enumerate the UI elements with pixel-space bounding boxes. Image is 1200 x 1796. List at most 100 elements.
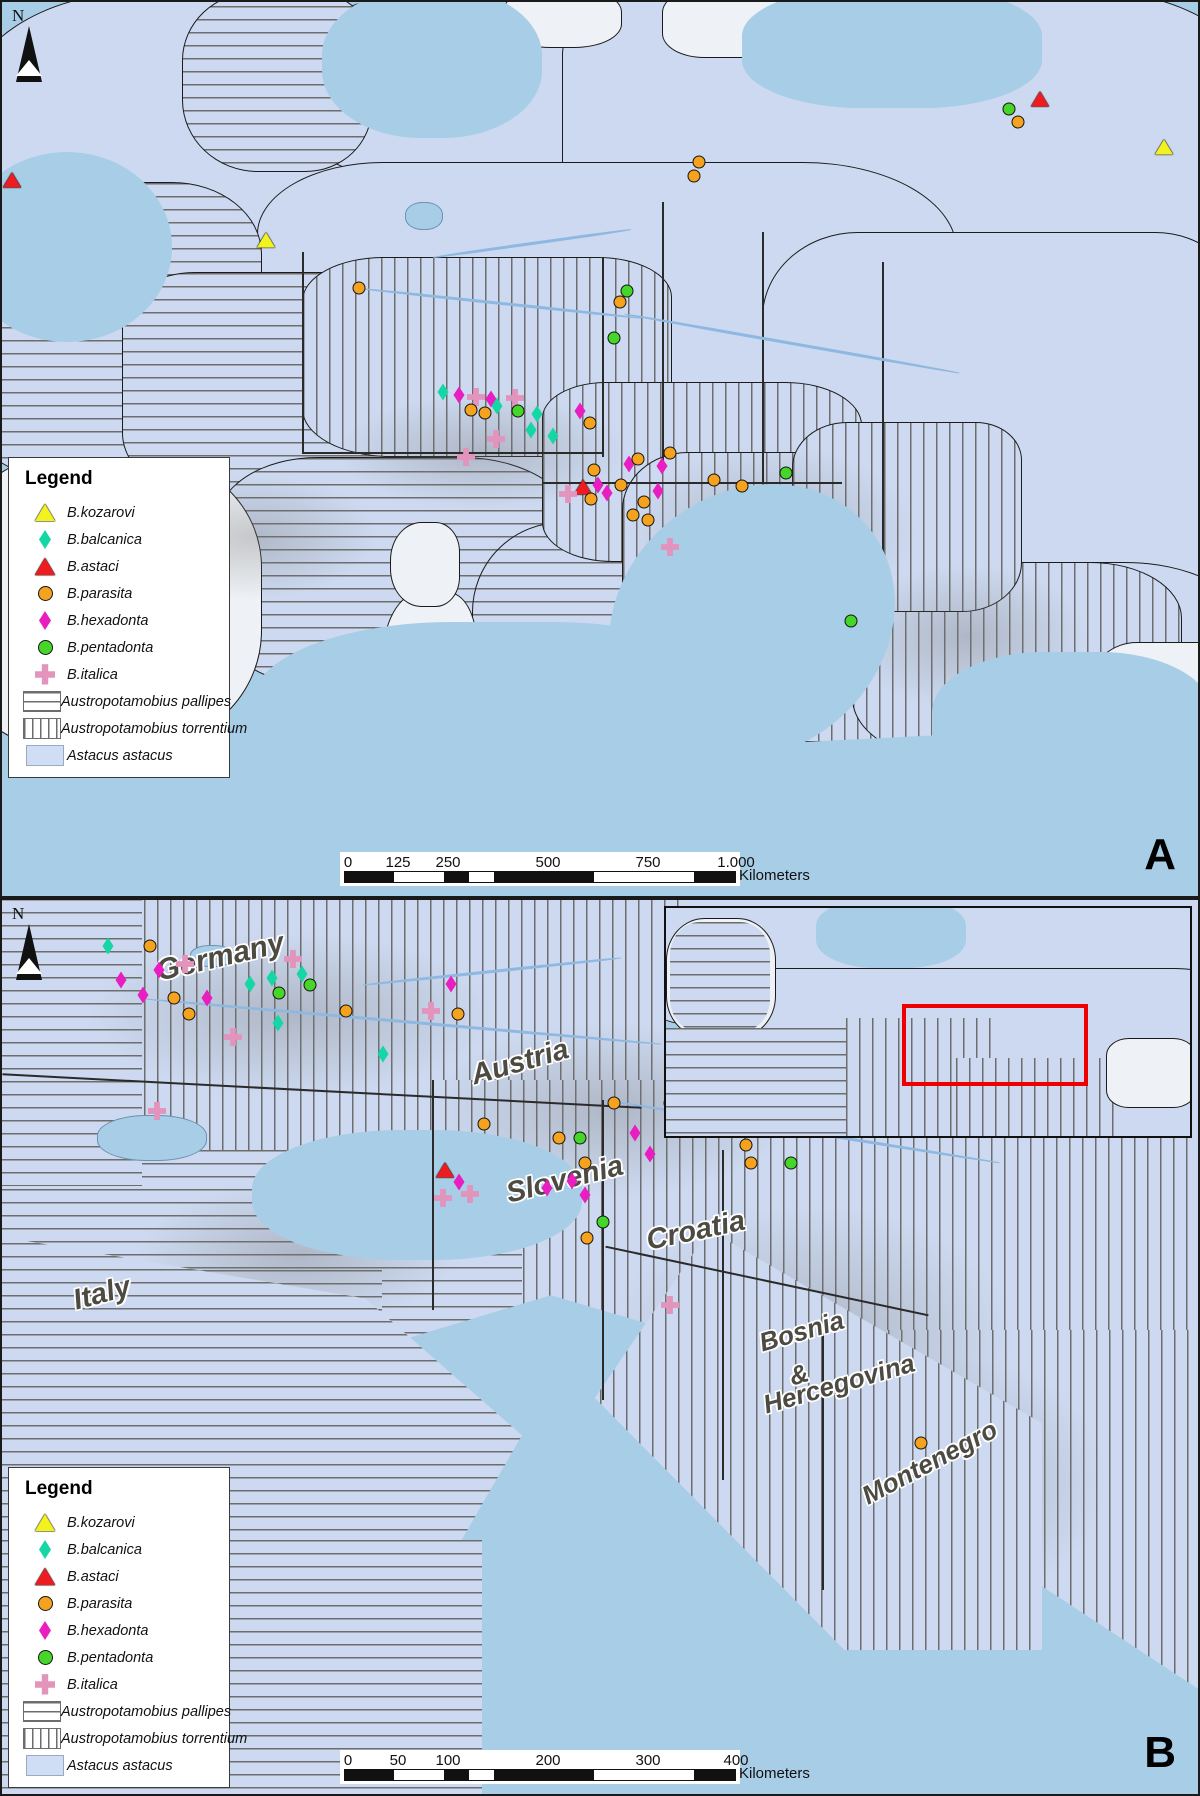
point-b-parasita[interactable] [451, 1007, 465, 1021]
point-b-hexadonta[interactable] [652, 482, 664, 500]
point-b-parasita[interactable] [552, 1131, 566, 1145]
point-b-hexadonta[interactable] [485, 390, 497, 408]
sea-tyrrhenian [252, 622, 752, 822]
point-b-parasita[interactable] [687, 169, 701, 183]
point-b-parasita[interactable] [580, 1231, 594, 1245]
legend-row-species[interactable]: B.astaci [9, 553, 229, 580]
point-b-pentadonta[interactable] [596, 1215, 610, 1229]
point-b-parasita[interactable] [478, 406, 492, 420]
point-b-balcanica[interactable] [525, 421, 537, 439]
point-b-hexadonta[interactable] [566, 1172, 578, 1190]
point-b-parasita[interactable] [631, 452, 645, 466]
point-b-balcanica[interactable] [296, 965, 308, 983]
point-b-hexadonta[interactable] [579, 1186, 591, 1204]
point-b-parasita[interactable] [744, 1156, 758, 1170]
point-b-parasita[interactable] [707, 473, 721, 487]
legend-row-species[interactable]: B.pentadonta [9, 634, 229, 661]
point-b-pentadonta[interactable] [784, 1156, 798, 1170]
point-b-hexadonta[interactable] [601, 484, 613, 502]
point-b-balcanica[interactable] [547, 427, 559, 445]
point-b-balcanica[interactable] [377, 1045, 389, 1063]
point-b-balcanica[interactable] [272, 1014, 284, 1032]
point-b-balcanica[interactable] [266, 969, 278, 987]
point-b-kozarovi[interactable] [257, 232, 275, 248]
point-b-hexadonta[interactable] [453, 386, 465, 404]
point-b-hexadonta[interactable] [574, 402, 586, 420]
point-b-parasita[interactable] [587, 463, 601, 477]
point-b-parasita[interactable] [167, 991, 181, 1005]
point-b-parasita[interactable] [626, 508, 640, 522]
point-b-balcanica[interactable] [491, 397, 503, 415]
legend-row-species[interactable]: B.italica [9, 1671, 229, 1698]
point-b-parasita[interactable] [739, 1138, 753, 1152]
point-b-parasita[interactable] [339, 1004, 353, 1018]
point-b-astaci[interactable] [436, 1162, 454, 1178]
point-b-hexadonta[interactable] [541, 1179, 553, 1197]
point-b-parasita[interactable] [607, 1096, 621, 1110]
point-b-parasita[interactable] [914, 1436, 928, 1450]
point-b-hexadonta[interactable] [445, 975, 457, 993]
point-b-parasita[interactable] [352, 281, 366, 295]
point-b-hexadonta[interactable] [623, 455, 635, 473]
point-b-pentadonta[interactable] [272, 986, 286, 1000]
point-b-astaci[interactable] [1031, 91, 1049, 107]
point-b-kozarovi[interactable] [1155, 139, 1173, 155]
point-b-hexadonta[interactable] [137, 986, 149, 1004]
point-b-pentadonta[interactable] [573, 1131, 587, 1145]
legend-row-species[interactable]: B.balcanica [9, 526, 229, 553]
point-b-balcanica[interactable] [102, 937, 114, 955]
legend-row-host[interactable]: Astacus astacus [9, 742, 229, 769]
point-b-pentadonta[interactable] [779, 466, 793, 480]
point-b-parasita[interactable] [182, 1007, 196, 1021]
legend-row-species[interactable]: B.italica [9, 661, 229, 688]
north-arrow-notch [16, 60, 42, 76]
legend-row-host[interactable]: Austropotamobius torrentium [9, 1725, 247, 1752]
point-b-parasita[interactable] [143, 939, 157, 953]
point-b-hexadonta[interactable] [592, 476, 604, 494]
point-b-pentadonta[interactable] [303, 978, 317, 992]
point-b-parasita[interactable] [663, 446, 677, 460]
point-b-balcanica[interactable] [531, 405, 543, 423]
point-b-hexadonta[interactable] [644, 1145, 656, 1163]
point-b-parasita[interactable] [641, 513, 655, 527]
point-b-astaci[interactable] [3, 172, 21, 188]
point-b-parasita[interactable] [692, 155, 706, 169]
legend-row-species[interactable]: B.parasita [9, 580, 229, 607]
legend-row-species[interactable]: B.kozarovi [9, 1509, 229, 1536]
point-b-pentadonta[interactable] [620, 284, 634, 298]
point-b-parasita[interactable] [614, 478, 628, 492]
legend-row-species[interactable]: B.hexadonta [9, 1617, 229, 1644]
point-b-astaci[interactable] [574, 479, 592, 495]
point-b-pentadonta[interactable] [1002, 102, 1016, 116]
legend-row-host[interactable]: Austropotamobius torrentium [9, 715, 247, 742]
legend-row-species[interactable]: B.parasita [9, 1590, 229, 1617]
point-b-hexadonta[interactable] [153, 961, 165, 979]
point-b-parasita[interactable] [637, 495, 651, 509]
legend-row-species[interactable]: B.hexadonta [9, 607, 229, 634]
point-b-parasita[interactable] [583, 416, 597, 430]
legend-row-species[interactable]: B.kozarovi [9, 499, 229, 526]
point-b-hexadonta[interactable] [453, 1173, 465, 1191]
point-b-hexadonta[interactable] [629, 1124, 641, 1142]
legend-row-species[interactable]: B.pentadonta [9, 1644, 229, 1671]
legend-row-host[interactable]: Austropotamobius pallipes [9, 1698, 231, 1725]
point-b-parasita[interactable] [584, 492, 598, 506]
legend-row-host[interactable]: Astacus astacus [9, 1752, 229, 1779]
point-b-balcanica[interactable] [437, 383, 449, 401]
point-b-parasita[interactable] [613, 295, 627, 309]
point-b-parasita[interactable] [477, 1117, 491, 1131]
point-b-parasita[interactable] [464, 403, 478, 417]
point-b-balcanica[interactable] [244, 975, 256, 993]
point-b-pentadonta[interactable] [607, 331, 621, 345]
point-b-pentadonta[interactable] [844, 614, 858, 628]
point-b-parasita[interactable] [578, 1156, 592, 1170]
point-b-hexadonta[interactable] [201, 989, 213, 1007]
point-b-parasita[interactable] [735, 479, 749, 493]
legend-row-host[interactable]: Austropotamobius pallipes [9, 688, 231, 715]
point-b-pentadonta[interactable] [511, 404, 525, 418]
point-b-hexadonta[interactable] [115, 971, 127, 989]
point-b-parasita[interactable] [1011, 115, 1025, 129]
legend-row-species[interactable]: B.balcanica [9, 1536, 229, 1563]
point-b-hexadonta[interactable] [656, 457, 668, 475]
legend-row-species[interactable]: B.astaci [9, 1563, 229, 1590]
